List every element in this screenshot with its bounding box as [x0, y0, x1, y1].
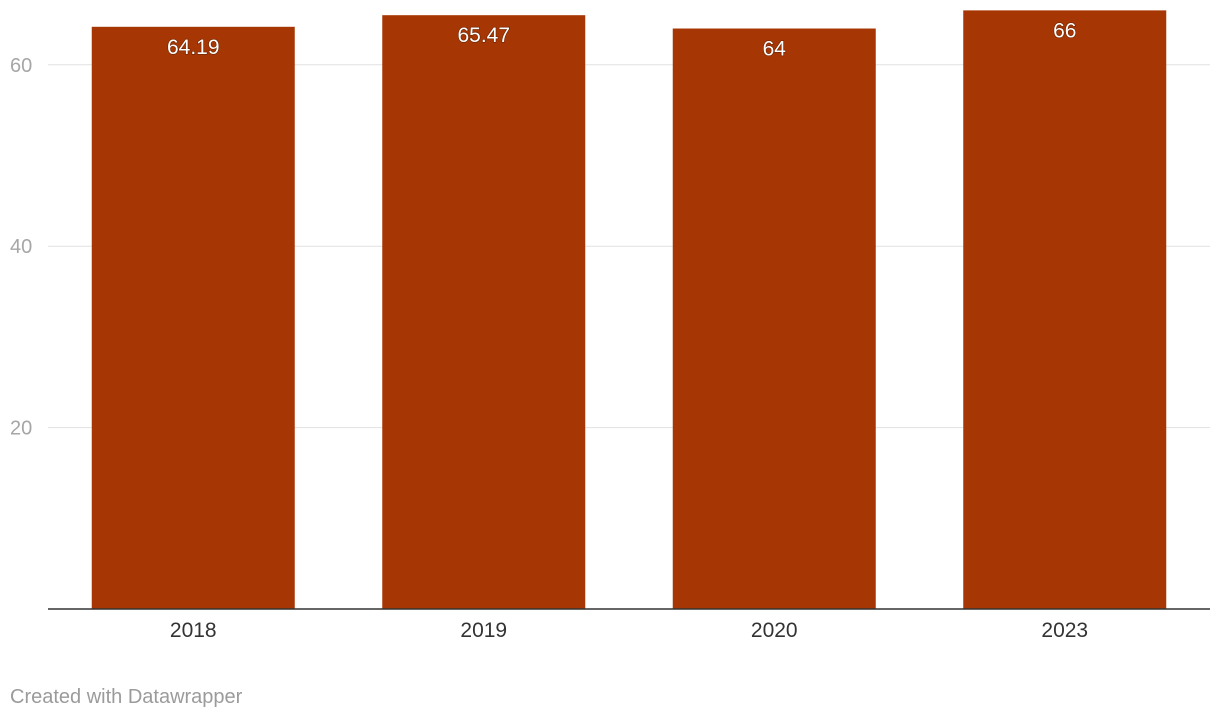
axes: 20 40 60 2018 2019 2020 2023: [10, 55, 1210, 642]
data-label-2023: 66: [1053, 19, 1076, 42]
data-label-2019: 65.47: [457, 24, 510, 47]
data-label-2018: 64.19: [167, 36, 220, 59]
x-tick-label-2023: 2023: [1041, 619, 1088, 642]
x-tick-label-2018: 2018: [170, 619, 217, 642]
y-tick-label: 60: [10, 55, 32, 77]
bar-2023: [963, 10, 1167, 609]
y-tick-label: 20: [10, 418, 32, 440]
bar-chart: 64.19 65.47 64 66 20 40 60 2018 2019 2020 2023: [10, 10, 1210, 642]
x-tick-label-2020: 2020: [751, 619, 798, 642]
x-tick-label-2019: 2019: [460, 619, 507, 642]
bar-2018: [91, 26, 295, 610]
credit-text: Created with Datawrapper: [10, 686, 243, 708]
data-label-2020: 64: [763, 38, 787, 61]
y-tick-label: 40: [10, 236, 32, 258]
bars: [91, 10, 1167, 610]
data-labels: 64.19 65.47 64 66: [166, 19, 1077, 61]
bar-2020: [672, 28, 876, 609]
bar-2019: [382, 15, 586, 610]
